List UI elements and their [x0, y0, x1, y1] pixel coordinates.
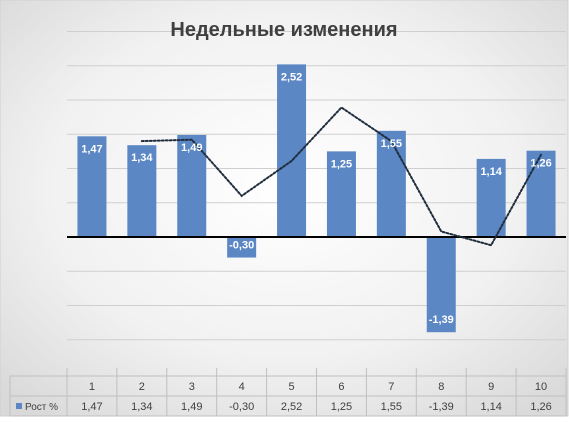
data-table-value: 1,14	[480, 401, 501, 413]
trendline	[140, 106, 542, 247]
bar	[326, 151, 356, 237]
bar	[227, 237, 257, 258]
category-label: 4	[239, 381, 245, 393]
bar	[376, 130, 406, 237]
bar	[77, 136, 107, 237]
data-table-value: 1,47	[81, 401, 102, 413]
data-label: 1,55	[381, 138, 402, 150]
chart-title: Недельные изменения	[170, 19, 397, 41]
category-label: 5	[288, 381, 294, 393]
data-label: 1,26	[530, 158, 551, 170]
category-label: 7	[388, 381, 394, 393]
data-label: -1,39	[429, 314, 454, 326]
category-label: 6	[338, 381, 344, 393]
data-table: 1 2 3 4 5 6 7 8 9 10 Рост % 1,47 1,34 1,49 -0,30 2,52 1,…	[9, 368, 567, 417]
bar	[476, 158, 506, 237]
data-label: 1,14	[480, 166, 502, 178]
data-table-value: -1,39	[429, 401, 454, 413]
data-table-value: -0,30	[229, 401, 254, 413]
data-table-value: 1,49	[181, 401, 202, 413]
category-label: 3	[189, 381, 195, 393]
category-label: 9	[488, 381, 494, 393]
data-label: 1,34	[131, 152, 153, 164]
category-label: 10	[535, 381, 547, 393]
data-table-value: 1,26	[530, 401, 551, 413]
bar	[526, 150, 556, 237]
data-table-value: 1,55	[381, 401, 402, 413]
data-label: 1,49	[181, 142, 202, 154]
bar	[426, 237, 456, 333]
data-label: 1,25	[331, 158, 352, 170]
data-label: -0,30	[229, 240, 254, 252]
data-table-value: 1,25	[331, 401, 352, 413]
data-table-value: 2,52	[281, 401, 302, 413]
legend-series-name: Рост %	[25, 402, 58, 413]
bars	[77, 64, 556, 333]
legend-key	[16, 403, 22, 409]
data-labels: 1,47 1,34 1,49 -0,30 2,52 1,25 1,55 -1,39 1,14 1,…	[81, 71, 552, 326]
trendline-path	[140, 106, 542, 247]
data-table-value: 1,34	[131, 401, 152, 413]
bar	[127, 145, 157, 237]
category-label: 8	[438, 381, 444, 393]
category-label: 1	[89, 381, 95, 393]
data-label: 2,52	[281, 71, 302, 83]
data-label: 1,47	[81, 143, 102, 155]
category-label: 2	[139, 381, 145, 393]
